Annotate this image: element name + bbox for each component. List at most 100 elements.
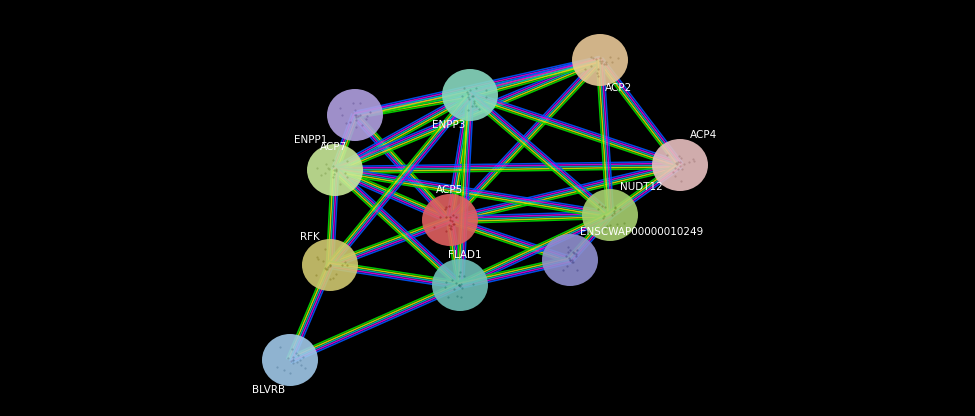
Point — [289, 359, 304, 365]
Point — [454, 284, 470, 291]
Point — [478, 87, 493, 93]
Point — [464, 93, 480, 99]
Point — [348, 112, 364, 119]
Point — [455, 84, 471, 91]
Point — [607, 204, 623, 211]
Point — [592, 201, 607, 208]
Point — [467, 100, 483, 106]
Point — [354, 121, 370, 128]
Point — [594, 203, 609, 210]
Text: ACP2: ACP2 — [605, 83, 632, 93]
Point — [308, 272, 324, 279]
Point — [604, 212, 620, 218]
Text: ENPP1: ENPP1 — [293, 135, 327, 145]
Point — [441, 294, 456, 300]
Point — [432, 213, 448, 220]
Point — [326, 275, 341, 282]
Point — [326, 173, 341, 180]
Point — [359, 115, 374, 122]
Point — [292, 357, 307, 364]
Point — [597, 226, 612, 233]
Point — [442, 214, 457, 220]
Point — [317, 170, 332, 176]
Point — [674, 155, 689, 162]
Point — [348, 114, 364, 120]
Point — [332, 104, 348, 111]
Point — [289, 350, 304, 357]
Point — [460, 93, 476, 100]
Point — [337, 170, 353, 176]
Point — [453, 294, 469, 301]
Point — [329, 167, 344, 174]
Point — [609, 220, 625, 227]
Point — [593, 55, 608, 62]
Point — [339, 157, 355, 164]
Point — [596, 214, 611, 221]
Point — [668, 159, 683, 166]
Point — [444, 276, 459, 283]
Point — [555, 266, 570, 273]
Point — [673, 158, 688, 165]
Point — [681, 159, 696, 166]
Point — [284, 346, 299, 353]
Point — [326, 162, 341, 169]
Point — [283, 357, 298, 364]
Point — [447, 221, 462, 228]
Point — [606, 208, 622, 215]
Point — [439, 204, 454, 211]
Point — [468, 102, 484, 109]
Point — [452, 282, 468, 289]
Point — [444, 222, 459, 229]
Point — [598, 59, 613, 65]
Point — [559, 262, 574, 269]
Point — [326, 157, 341, 163]
Point — [590, 70, 605, 77]
Point — [439, 214, 454, 220]
Point — [560, 244, 575, 250]
Point — [461, 96, 477, 102]
Point — [439, 279, 454, 285]
Point — [478, 93, 493, 100]
Point — [327, 166, 342, 173]
Point — [339, 174, 355, 181]
Ellipse shape — [572, 34, 628, 86]
Point — [593, 60, 608, 67]
Point — [326, 171, 341, 177]
Point — [569, 246, 585, 253]
Point — [334, 262, 350, 269]
Point — [596, 61, 611, 67]
Point — [597, 213, 612, 219]
Point — [313, 171, 329, 178]
Point — [285, 354, 300, 361]
Point — [452, 281, 468, 287]
Text: RFK: RFK — [300, 232, 320, 242]
Point — [348, 124, 364, 131]
Point — [577, 65, 593, 72]
Point — [321, 166, 336, 172]
Point — [588, 56, 604, 63]
Point — [562, 257, 577, 263]
Point — [317, 265, 332, 272]
Point — [352, 100, 368, 106]
Point — [333, 111, 349, 118]
Point — [672, 163, 687, 169]
Point — [675, 166, 690, 172]
Point — [276, 367, 292, 374]
Point — [328, 271, 343, 277]
Point — [328, 166, 343, 173]
Point — [452, 268, 468, 275]
Point — [667, 165, 682, 171]
Point — [459, 89, 475, 96]
Point — [445, 220, 460, 227]
Point — [451, 282, 467, 288]
Point — [363, 109, 378, 115]
Point — [309, 254, 325, 260]
Point — [594, 58, 609, 64]
Point — [352, 112, 368, 119]
Point — [612, 206, 628, 213]
Point — [686, 158, 702, 164]
Point — [338, 120, 354, 126]
Point — [443, 217, 458, 223]
Point — [666, 168, 682, 175]
Point — [320, 164, 335, 171]
